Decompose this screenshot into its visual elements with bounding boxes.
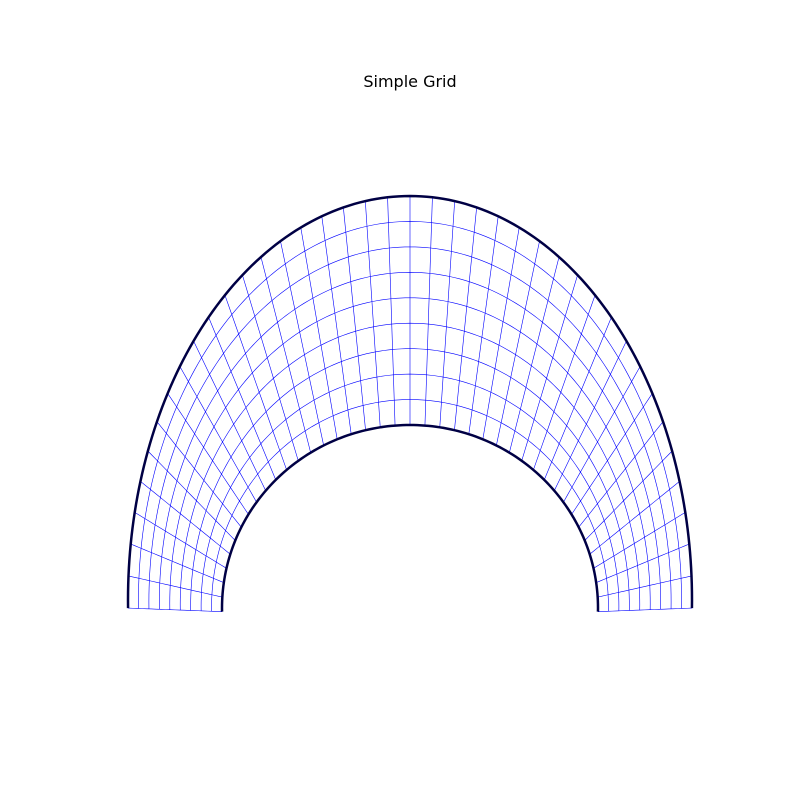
mesh-spoke-line [365,201,381,428]
mesh-spoke-line [439,201,455,428]
mesh-spoke-line [128,607,223,612]
mesh-spoke-line [147,450,236,541]
mesh-spoke-line [509,256,560,453]
mesh-spoke-line [260,256,311,453]
mesh-spoke-line [563,366,641,503]
mesh-spoke-line [167,393,249,515]
mesh-spoke-line [300,227,338,440]
mesh-spoke-line [424,197,433,426]
mesh-spoke-line [593,512,686,569]
inner-boundary [220,423,600,612]
boundary-lines [126,194,694,612]
mesh-spoke-line [597,607,692,612]
mesh-spoke-line [134,512,227,569]
mesh-spoke-line [571,393,653,515]
mesh-spoke-line [224,295,287,471]
mesh-spoke-line [496,241,540,446]
mesh-spoke-line [140,481,231,555]
mesh-spoke-line [597,575,692,598]
mesh-spoke-line [482,227,520,440]
mesh-spoke-line [468,216,499,435]
mesh-spoke-line [343,207,366,431]
mesh-spoke-line [543,317,612,481]
mesh-spoke-line [128,575,223,598]
figure-title: Simple Grid [363,72,457,91]
outer-boundary [126,194,694,609]
mesh-spoke-line [321,216,352,435]
mesh-spoke-line [193,340,266,491]
mesh-arc-line [211,399,609,612]
mesh-spoke-line [242,274,299,461]
mesh-spoke-line [387,197,396,426]
mesh-lines [128,196,692,612]
mesh-spoke-line [454,207,477,431]
mesh-spoke-line [208,317,277,481]
mesh-spoke-line [533,295,596,471]
mesh-spoke-line [280,241,324,446]
mesh-spoke-line [156,421,242,528]
mesh-spoke-line [596,543,690,583]
mesh-spoke-line [130,543,224,583]
mesh-spoke-line [179,366,257,503]
mesh-spoke-line [554,340,627,491]
mesh-spoke-line [578,421,664,528]
mesh-spoke-line [521,274,578,461]
mesh-spoke-line [584,450,673,541]
mesh-spoke-line [589,481,680,555]
